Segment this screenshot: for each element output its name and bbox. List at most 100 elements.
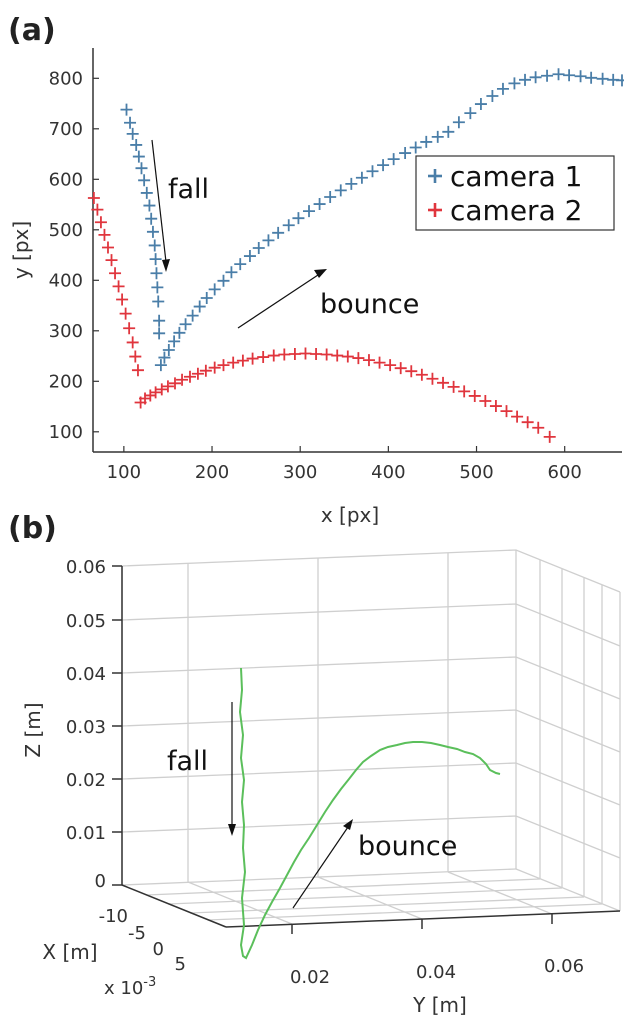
data-point xyxy=(458,385,471,398)
data-point xyxy=(217,274,230,287)
data-point xyxy=(91,203,104,216)
data-point xyxy=(243,250,256,263)
z-tick-label: 0.02 xyxy=(66,770,106,791)
x-tick-label: 100 xyxy=(107,462,141,483)
data-point xyxy=(384,359,397,372)
data-point xyxy=(543,430,556,443)
x-scale-note: x 10-3 xyxy=(104,975,156,999)
data-point xyxy=(452,116,465,129)
data-point xyxy=(173,326,186,339)
data-point xyxy=(130,138,143,151)
data-point xyxy=(149,253,162,266)
fall-arrow-a xyxy=(151,139,170,272)
data-point xyxy=(447,380,460,393)
data-point xyxy=(126,127,139,140)
panel-b-plot: 0.06 0.05 0.04 0.03 0.02 0.01 0 -10 -5 0… xyxy=(21,549,621,1017)
panel-a-ylabel: y [px] xyxy=(9,221,33,279)
panel-b-x-axis xyxy=(121,884,227,928)
data-point xyxy=(140,186,153,199)
legend-marker-camera-2 xyxy=(428,203,442,217)
panel-a-x-ticks: 100 200 300 400 500 600 xyxy=(107,446,582,483)
data-point xyxy=(153,327,166,340)
data-point xyxy=(132,150,145,163)
panel-label-a: (a) xyxy=(8,13,56,48)
data-point xyxy=(135,162,148,175)
data-point xyxy=(496,82,509,95)
y-tick-label: 0.06 xyxy=(544,956,584,977)
data-point xyxy=(489,400,502,413)
trajectory-line xyxy=(238,667,501,960)
data-point xyxy=(94,216,107,229)
data-point xyxy=(366,165,379,178)
fall-label-b: fall xyxy=(167,746,208,777)
legend: camera 1 camera 2 xyxy=(415,155,615,231)
x-tick-label: 200 xyxy=(195,462,229,483)
data-point xyxy=(217,359,230,372)
data-point xyxy=(486,89,499,102)
data-point xyxy=(541,69,554,82)
data-point xyxy=(409,141,422,154)
z-tick-label: 0.01 xyxy=(66,823,106,844)
data-point xyxy=(252,241,265,254)
data-point xyxy=(399,147,412,160)
data-point xyxy=(519,73,532,86)
data-point xyxy=(131,364,144,377)
data-point xyxy=(143,199,156,212)
data-point xyxy=(199,364,212,377)
data-point xyxy=(101,241,114,254)
data-point xyxy=(292,212,305,225)
data-point xyxy=(521,416,534,429)
series-1 xyxy=(120,68,624,372)
data-point xyxy=(168,335,181,348)
data-point xyxy=(313,198,326,211)
data-point xyxy=(144,389,157,402)
data-point xyxy=(152,295,165,308)
data-point xyxy=(227,356,240,369)
y-tick-label: 0.02 xyxy=(290,967,330,988)
data-point xyxy=(474,98,487,111)
data-point xyxy=(431,130,444,143)
data-point xyxy=(234,258,247,271)
y-tick-label: 600 xyxy=(49,169,83,190)
data-point xyxy=(176,373,189,386)
y-tick-label: 300 xyxy=(49,321,83,342)
data-point xyxy=(468,389,481,402)
data-point xyxy=(158,351,171,364)
data-point xyxy=(387,153,400,166)
data-point xyxy=(442,125,455,138)
data-point xyxy=(162,343,175,356)
data-point xyxy=(415,368,428,381)
data-point xyxy=(331,349,344,362)
data-point xyxy=(123,322,136,335)
y-tick-label: 500 xyxy=(49,220,83,241)
panel-b-grid xyxy=(121,549,621,928)
panel-b-ylabel: Y [m] xyxy=(412,993,467,1017)
series-2 xyxy=(87,191,556,443)
data-point xyxy=(126,336,139,349)
data-point xyxy=(183,370,196,383)
data-point xyxy=(168,377,181,390)
fall-arrow-b xyxy=(228,702,236,836)
data-point xyxy=(426,372,439,385)
data-point xyxy=(500,405,513,418)
data-point xyxy=(464,107,477,120)
data-point xyxy=(208,283,221,296)
y-tick-label: 100 xyxy=(49,422,83,443)
x-tick-label: -10 xyxy=(99,906,128,927)
y-tick-label: 700 xyxy=(49,119,83,140)
data-point xyxy=(112,280,125,293)
data-point xyxy=(341,350,354,363)
x-tick-label: -5 xyxy=(128,923,146,944)
data-point xyxy=(334,184,347,197)
panel-a-plot: 100 200 300 400 500 600 100 200 300 400 500 600 700… xyxy=(9,48,624,527)
data-point xyxy=(355,171,368,184)
x-tick-label: 0 xyxy=(153,939,164,960)
data-point xyxy=(236,354,249,367)
legend-label-camera-1: camera 1 xyxy=(450,160,582,193)
data-point xyxy=(310,348,323,361)
data-point xyxy=(362,354,375,367)
x-tick-label: 5 xyxy=(175,954,186,975)
data-point xyxy=(179,318,192,331)
data-point xyxy=(105,254,118,267)
x-tick-label: 300 xyxy=(283,462,317,483)
